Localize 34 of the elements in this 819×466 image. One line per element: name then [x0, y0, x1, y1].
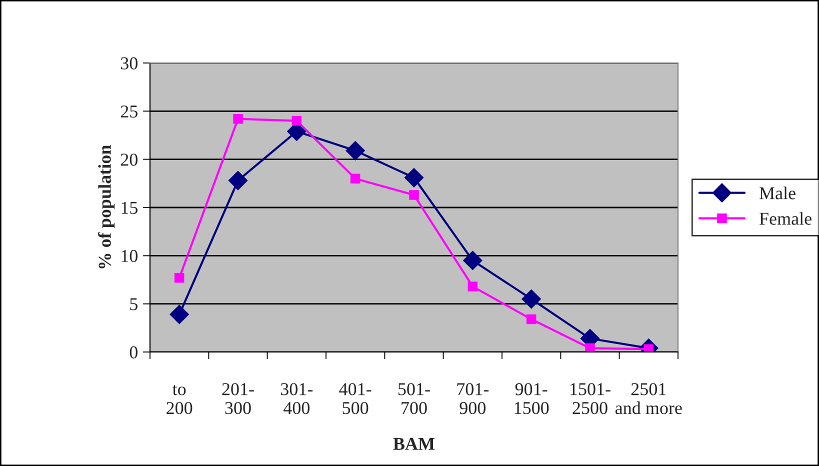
y-tick-label: 15 [122, 202, 138, 214]
x-tick-label: 501- 700 [398, 383, 430, 414]
legend-label: Male [759, 186, 796, 200]
point [350, 174, 360, 184]
point [526, 314, 536, 324]
x-axis-title: BAM [393, 438, 435, 450]
point [522, 289, 542, 309]
point [233, 114, 243, 124]
point [228, 170, 248, 190]
x-tick-label: 701- 900 [457, 383, 489, 414]
y-tick-label: 5 [130, 298, 138, 310]
y-axis-title: % of population [98, 145, 115, 268]
y-tick-label: 30 [121, 57, 138, 70]
x-tick-label: 301- 400 [280, 383, 313, 414]
point [462, 250, 482, 270]
point [468, 282, 478, 292]
point [404, 168, 424, 188]
point [585, 343, 595, 352]
y-tick-label: 20 [120, 154, 138, 166]
x-tick-label: 2501 and more [615, 383, 682, 414]
point [409, 190, 419, 200]
x-tick-label: to 200 [166, 384, 192, 414]
x-tick-label: 1501- 2500 [570, 383, 610, 414]
y-tick-label: 0 [130, 346, 138, 358]
x-tick-label: 901- 1500 [514, 383, 549, 414]
point [174, 272, 184, 283]
point [292, 116, 302, 126]
point [346, 140, 366, 160]
legend-label: Female [759, 212, 812, 225]
point [170, 304, 190, 324]
x-tick-label: 401- 500 [339, 383, 372, 414]
y-tick-label: 10 [122, 250, 138, 262]
x-tick-label: 201- 300 [222, 383, 254, 414]
y-tick-label: 25 [120, 105, 138, 118]
